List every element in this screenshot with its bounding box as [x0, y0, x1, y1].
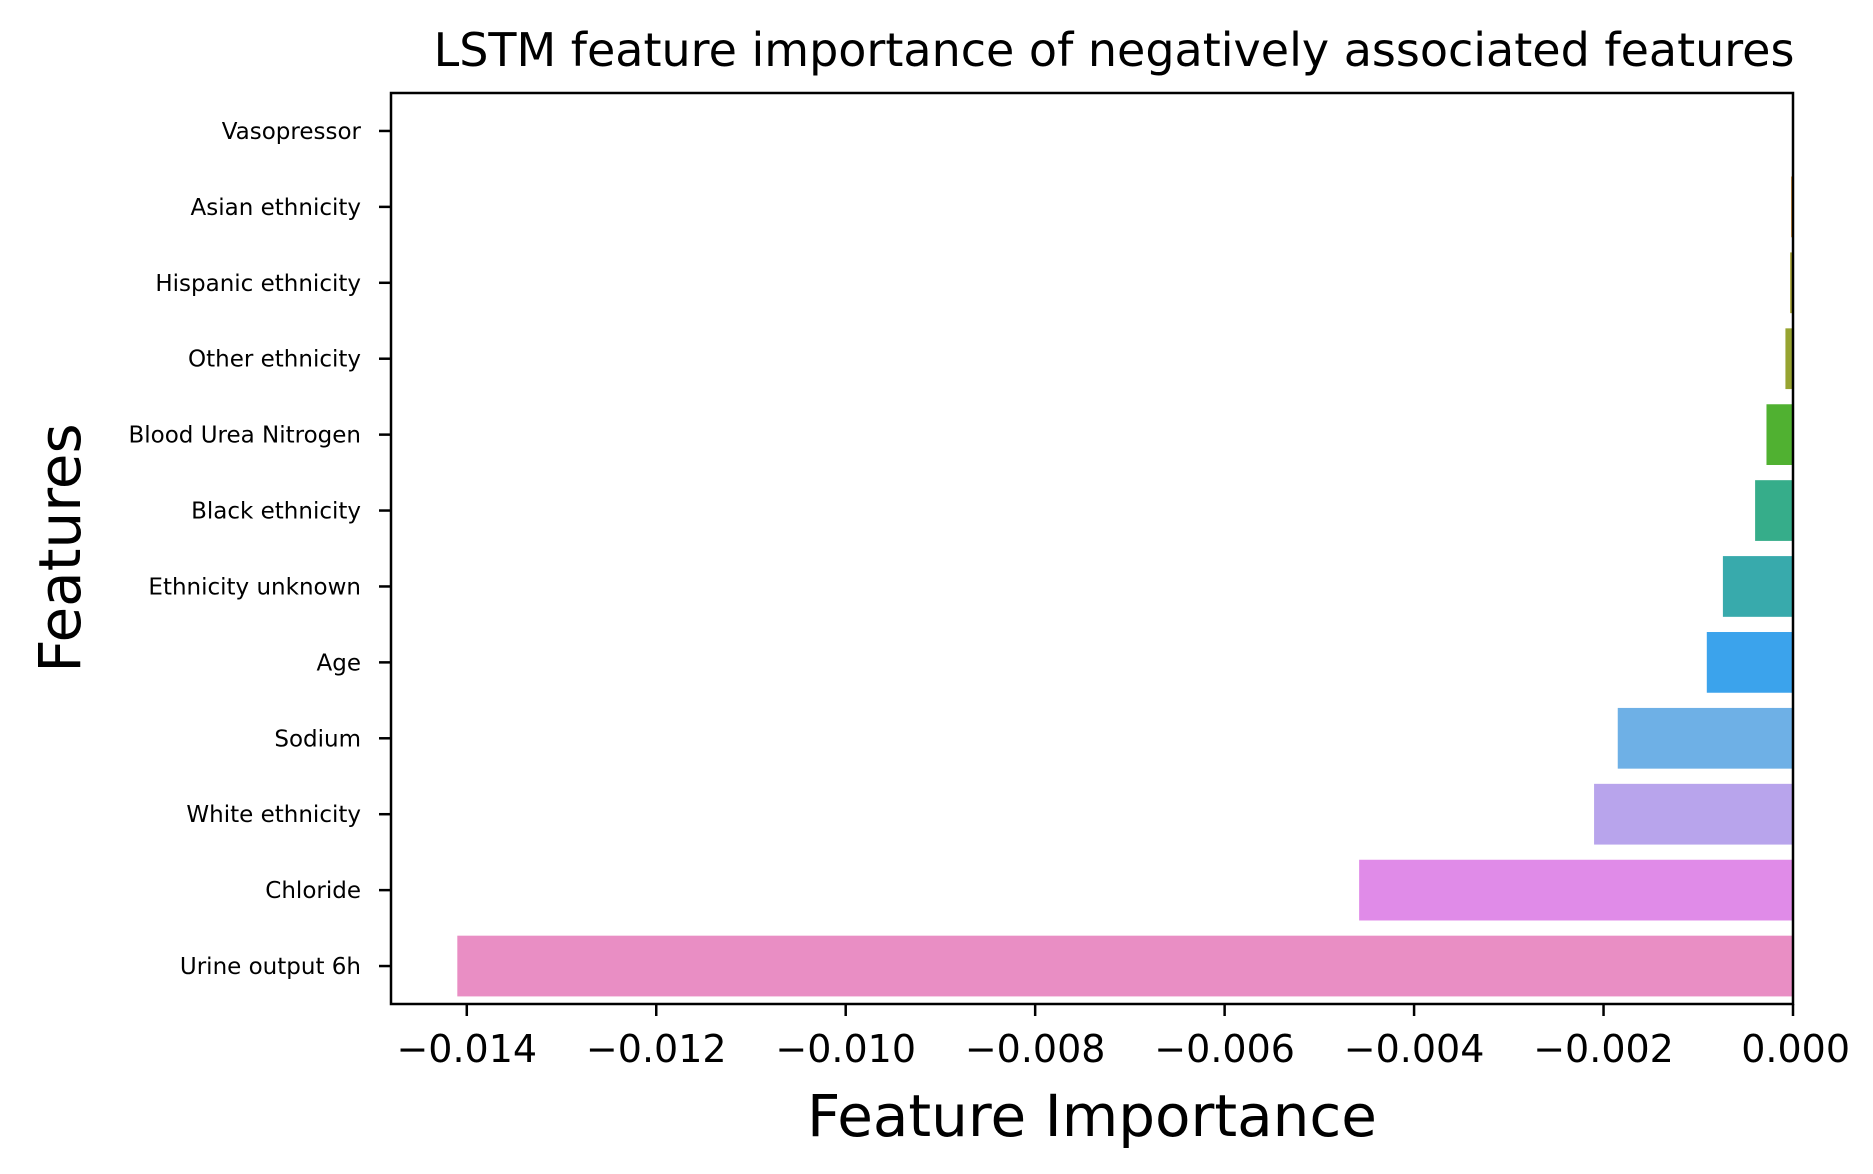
y-tick-label: Age — [317, 650, 361, 676]
y-tick-label: Hispanic ethnicity — [155, 271, 361, 297]
bar-urine-output-6h — [457, 935, 1794, 997]
bar-other-ethnicity — [1785, 328, 1793, 390]
y-tick-label: White ethnicity — [186, 802, 361, 828]
bar-blood-urea-nitrogen — [1766, 404, 1793, 465]
x-tick-label: 0.000 — [1741, 1027, 1850, 1071]
x-tick-label: −0.014 — [396, 1027, 537, 1071]
bar-black-ethnicity — [1755, 480, 1793, 541]
bar-white-ethnicity — [1594, 783, 1793, 845]
x-tick-label: −0.010 — [775, 1027, 916, 1071]
y-tick-label: Black ethnicity — [191, 499, 361, 525]
y-axis-label: Features — [26, 423, 94, 672]
x-axis-ticks: −0.014 −0.012 −0.010 −0.008 −0.006 −0.004 −0.0… — [396, 1004, 1850, 1071]
y-tick-label: Asian ethnicity — [191, 195, 361, 221]
x-tick-label: −0.004 — [1344, 1027, 1485, 1071]
x-tick-label: −0.006 — [1154, 1027, 1295, 1071]
y-tick-label: Blood Urea Nitrogen — [128, 423, 361, 449]
bars-group — [457, 176, 1794, 997]
x-tick-label: −0.012 — [586, 1027, 727, 1071]
bar-chloride — [1359, 859, 1793, 921]
bar-hispanic-ethnicity — [1790, 252, 1793, 314]
y-axis-ticks: Vasopressor Asian ethnicity Hispanic ethni… — [128, 119, 391, 980]
x-axis-label: Feature Importance — [807, 1082, 1377, 1150]
y-tick-label: Sodium — [274, 726, 361, 752]
y-tick-label: Chloride — [265, 878, 361, 904]
bar-sodium — [1617, 707, 1793, 769]
x-tick-label: −0.002 — [1533, 1027, 1674, 1071]
y-tick-label: Ethnicity unknown — [148, 574, 361, 600]
y-tick-label: Other ethnicity — [188, 347, 361, 373]
x-tick-label: −0.008 — [965, 1027, 1106, 1071]
bar-age — [1706, 632, 1793, 693]
bar-ethnicity-unknown — [1722, 556, 1793, 617]
chart-title: LSTM feature importance of negatively as… — [434, 23, 1795, 77]
y-tick-label: Vasopressor — [222, 119, 362, 145]
plot-frame — [389, 91, 1795, 1006]
y-tick-label: Urine output 6h — [180, 954, 361, 980]
